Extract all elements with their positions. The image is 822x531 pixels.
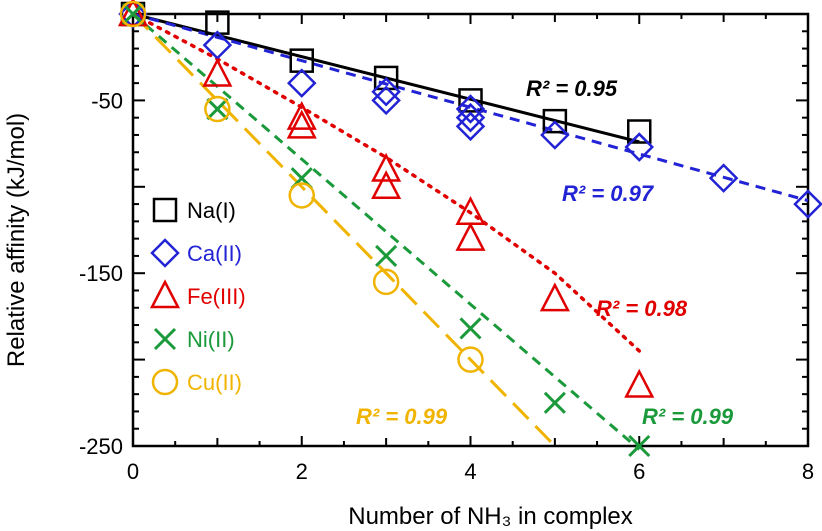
data-point-4	[457, 346, 484, 373]
data-point-1	[455, 102, 486, 133]
data-point-4	[204, 95, 231, 123]
r2-label-3: R² = 0.99	[642, 404, 734, 429]
data-point-0	[458, 88, 483, 113]
data-point-4	[288, 182, 315, 209]
data-point-0	[542, 108, 568, 134]
data-point-2	[371, 152, 402, 182]
data-point-1	[540, 120, 570, 150]
data-point-3-stroke	[628, 434, 651, 458]
r2-label-2: R² = 0.98	[596, 296, 688, 321]
x-tick-label: 6	[633, 459, 645, 484]
axes-layer	[131, 12, 810, 448]
fit-line-1	[132, 12, 809, 203]
legend-marker-0	[152, 197, 178, 223]
data-point-2	[202, 57, 233, 87]
legend-label-4: Cu(II)	[187, 370, 242, 395]
x-tick-label: 8	[802, 459, 814, 484]
y-tick-label: -250	[79, 434, 123, 459]
y-tick-label: -50	[91, 88, 123, 113]
data-point-1	[371, 76, 401, 107]
data-point-1	[708, 163, 739, 193]
data-point-3-stroke	[459, 317, 482, 340]
data-point-3-stroke	[543, 391, 566, 414]
data-point-2	[286, 100, 317, 130]
x-axis-title: Number of NH₃ in complex	[348, 503, 633, 530]
x-tick-label: 2	[296, 459, 308, 484]
data-point-3-stroke	[206, 97, 229, 121]
data-point-2	[455, 221, 486, 251]
data-point-1	[624, 132, 655, 162]
data-point-3-stroke	[375, 244, 398, 267]
data-point-2	[286, 109, 317, 139]
data-point-3	[121, 2, 145, 26]
r2-label-1: R² = 0.97	[562, 181, 655, 206]
legend-marker-1	[150, 238, 180, 268]
x-tick-label: 4	[464, 459, 476, 484]
legend-label-1: Ca(II)	[187, 241, 242, 266]
data-point-0	[627, 119, 652, 144]
data-point-3	[459, 317, 482, 340]
legend-label-3: Ni(II)	[187, 327, 235, 352]
data-point-3	[375, 244, 398, 267]
legend-marker-3	[153, 327, 177, 351]
y-axis-title: Relative affinity (kJ/mol)	[3, 113, 30, 367]
labels-layer: Number of NH₃ in complex Relative affini…	[3, 76, 814, 530]
data-point-1	[455, 94, 486, 124]
data-point-3	[543, 391, 566, 414]
data-point-3-stroke	[121, 2, 145, 26]
data-point-3	[206, 97, 229, 121]
data-point-3	[628, 434, 651, 458]
markers-layer	[117, 0, 822, 458]
legend: Na(I) Ca(II) Fe(III) Ni(II) Cu(II)	[149, 197, 246, 396]
data-point-4	[372, 268, 400, 296]
legend-marker-3-stroke	[153, 327, 177, 351]
y-tick-label: -150	[79, 261, 123, 286]
r2-label-4: R² = 0.99	[356, 404, 448, 429]
x-tick-label: 0	[127, 459, 139, 484]
r2-label-0: R² = 0.95	[526, 76, 618, 101]
data-point-2	[539, 282, 570, 312]
data-point-1	[286, 68, 317, 98]
legend-marker-2	[149, 279, 181, 309]
data-point-2	[371, 170, 402, 200]
data-point-1	[455, 111, 486, 142]
data-point-1	[371, 85, 401, 116]
data-point-4	[119, 0, 147, 28]
legend-label-0: Na(I)	[187, 198, 236, 223]
data-point-1	[793, 189, 822, 219]
data-point-2	[624, 368, 655, 398]
legend-label-2: Fe(III)	[187, 284, 246, 309]
legend-marker-4	[151, 368, 179, 396]
